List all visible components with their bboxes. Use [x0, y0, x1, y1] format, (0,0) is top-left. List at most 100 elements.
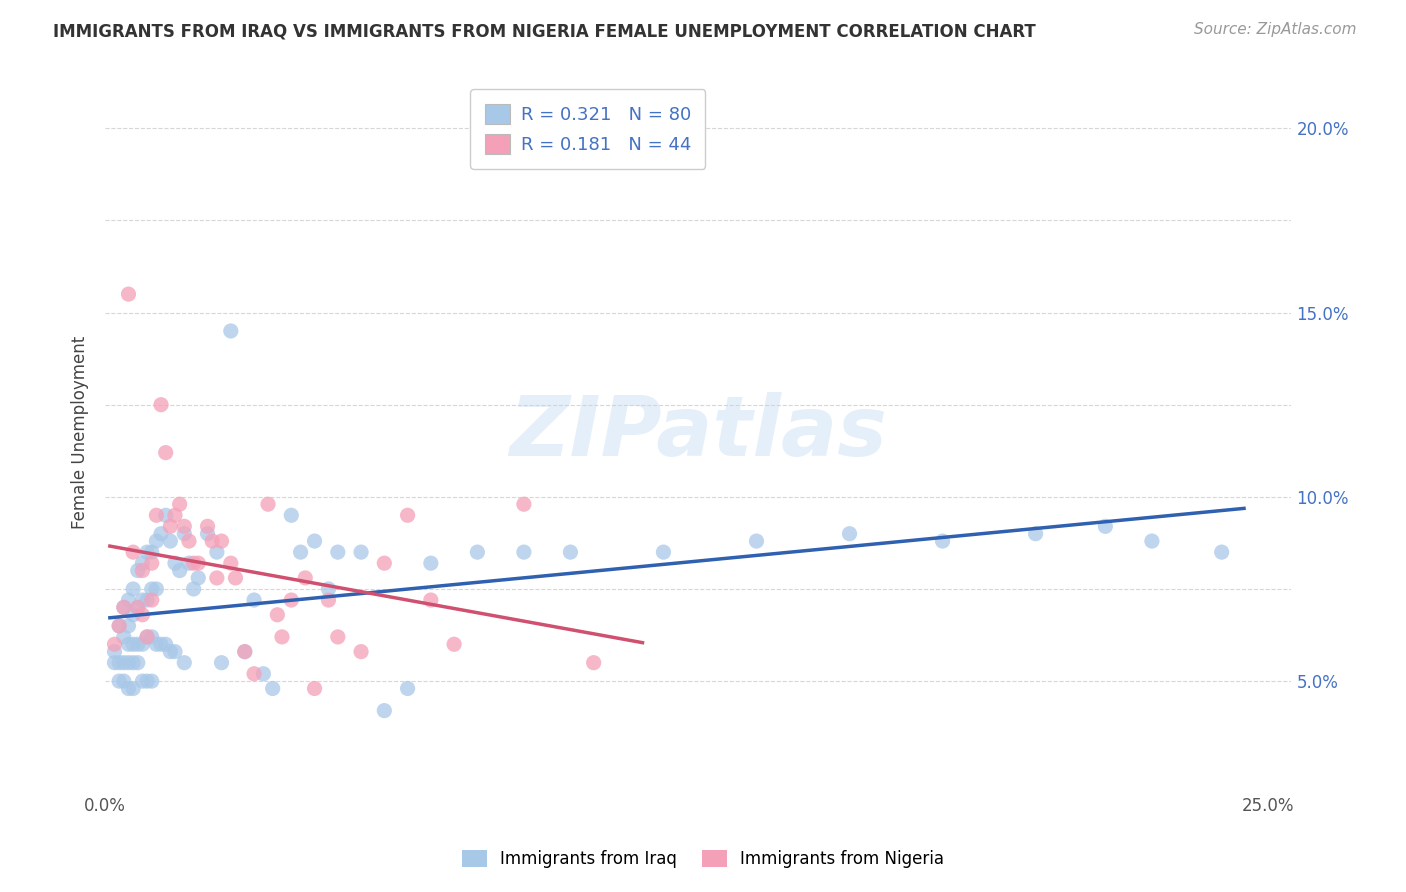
Point: [122, 681, 145, 696]
Point: [318, 593, 340, 607]
Point: [173, 519, 195, 533]
Point: [652, 545, 675, 559]
Point: [141, 630, 163, 644]
Point: [177, 556, 200, 570]
Point: [513, 497, 536, 511]
Point: [318, 582, 340, 596]
Point: [197, 526, 219, 541]
Point: [112, 600, 135, 615]
Point: [155, 445, 177, 459]
Point: [155, 637, 177, 651]
Point: [304, 681, 326, 696]
Text: ZIPatlas: ZIPatlas: [509, 392, 887, 473]
Point: [117, 681, 139, 696]
Point: [560, 545, 582, 559]
Point: [219, 556, 242, 570]
Point: [201, 534, 224, 549]
Point: [150, 637, 173, 651]
Point: [145, 637, 167, 651]
Point: [141, 593, 163, 607]
Point: [169, 564, 191, 578]
Point: [127, 637, 149, 651]
Point: [141, 556, 163, 570]
Point: [931, 534, 953, 549]
Point: [252, 666, 274, 681]
Point: [187, 571, 209, 585]
Point: [396, 681, 419, 696]
Point: [112, 674, 135, 689]
Point: [211, 656, 233, 670]
Point: [141, 545, 163, 559]
Point: [108, 619, 131, 633]
Point: [271, 630, 294, 644]
Point: [350, 645, 373, 659]
Point: [131, 556, 153, 570]
Point: [280, 593, 302, 607]
Point: [117, 637, 139, 651]
Point: [112, 600, 135, 615]
Point: [163, 645, 186, 659]
Point: [117, 593, 139, 607]
Point: [131, 607, 153, 622]
Point: [136, 545, 159, 559]
Point: [136, 630, 159, 644]
Point: [304, 534, 326, 549]
Point: [131, 637, 153, 651]
Point: [131, 564, 153, 578]
Point: [127, 656, 149, 670]
Point: [122, 656, 145, 670]
Point: [136, 674, 159, 689]
Point: [582, 656, 605, 670]
Point: [266, 607, 288, 622]
Point: [233, 645, 256, 659]
Point: [141, 582, 163, 596]
Point: [419, 593, 441, 607]
Point: [127, 564, 149, 578]
Legend: Immigrants from Iraq, Immigrants from Nigeria: Immigrants from Iraq, Immigrants from Ni…: [456, 843, 950, 875]
Point: [103, 656, 125, 670]
Point: [103, 637, 125, 651]
Point: [122, 582, 145, 596]
Point: [108, 656, 131, 670]
Legend: R = 0.321   N = 80, R = 0.181   N = 44: R = 0.321 N = 80, R = 0.181 N = 44: [470, 89, 706, 169]
Point: [467, 545, 489, 559]
Point: [159, 519, 181, 533]
Point: [290, 545, 312, 559]
Point: [173, 656, 195, 670]
Point: [103, 645, 125, 659]
Point: [373, 556, 395, 570]
Point: [205, 571, 228, 585]
Point: [838, 526, 860, 541]
Point: [183, 582, 205, 596]
Point: [219, 324, 242, 338]
Point: [159, 534, 181, 549]
Point: [350, 545, 373, 559]
Point: [117, 656, 139, 670]
Point: [280, 508, 302, 523]
Point: [112, 630, 135, 644]
Point: [127, 600, 149, 615]
Point: [131, 593, 153, 607]
Point: [257, 497, 280, 511]
Point: [108, 619, 131, 633]
Point: [197, 519, 219, 533]
Point: [243, 666, 266, 681]
Y-axis label: Female Unemployment: Female Unemployment: [72, 335, 89, 529]
Point: [122, 545, 145, 559]
Point: [136, 593, 159, 607]
Point: [145, 508, 167, 523]
Point: [1211, 545, 1233, 559]
Point: [233, 645, 256, 659]
Point: [745, 534, 768, 549]
Point: [117, 287, 139, 301]
Point: [159, 645, 181, 659]
Point: [326, 630, 349, 644]
Point: [211, 534, 233, 549]
Point: [145, 582, 167, 596]
Point: [205, 545, 228, 559]
Text: Source: ZipAtlas.com: Source: ZipAtlas.com: [1194, 22, 1357, 37]
Point: [163, 508, 186, 523]
Point: [122, 637, 145, 651]
Point: [177, 534, 200, 549]
Point: [131, 674, 153, 689]
